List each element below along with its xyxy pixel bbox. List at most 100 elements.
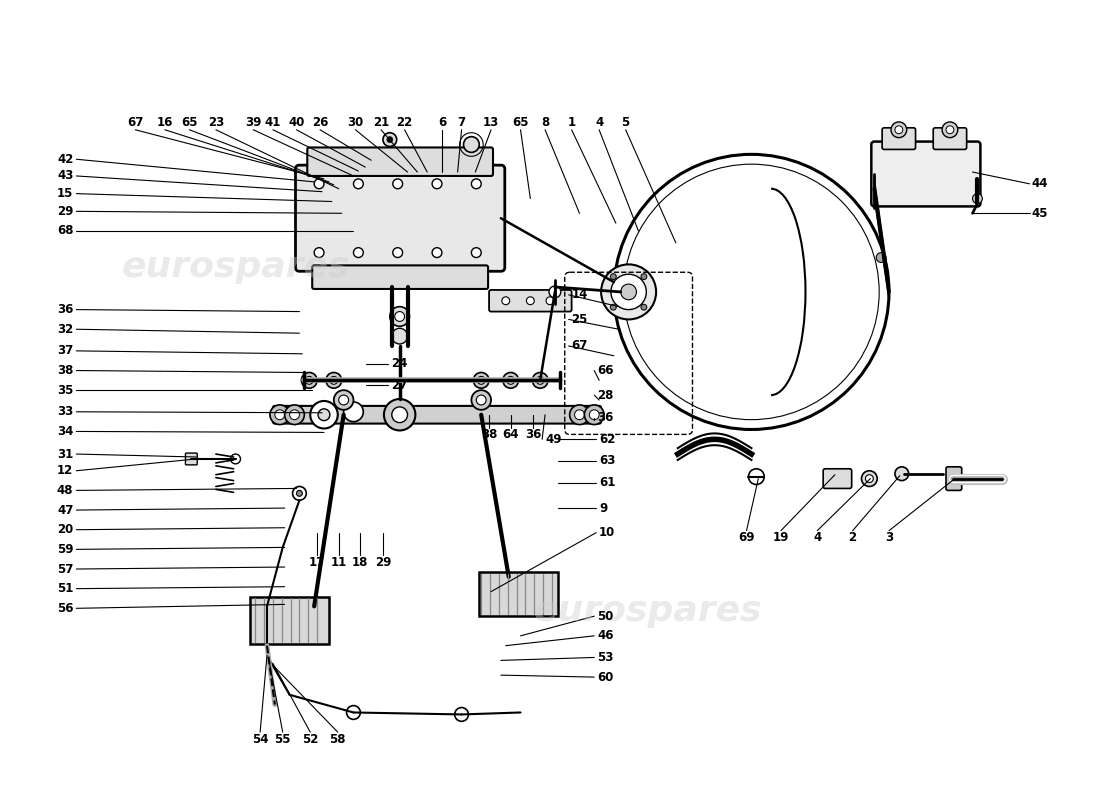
Circle shape	[393, 179, 403, 189]
Circle shape	[476, 395, 486, 405]
Circle shape	[231, 454, 241, 464]
Circle shape	[289, 410, 299, 420]
Text: 42: 42	[57, 153, 74, 166]
Text: 39: 39	[245, 116, 262, 130]
Circle shape	[574, 410, 584, 420]
Text: 53: 53	[597, 651, 614, 664]
Text: 56: 56	[57, 602, 74, 615]
Circle shape	[275, 410, 285, 420]
Text: 5: 5	[621, 116, 630, 130]
Text: 37: 37	[57, 344, 74, 358]
Text: 62: 62	[600, 433, 616, 446]
Text: 14: 14	[572, 288, 588, 302]
Circle shape	[748, 469, 764, 485]
Text: 67: 67	[128, 116, 143, 130]
Circle shape	[330, 377, 338, 384]
Circle shape	[610, 304, 616, 310]
Circle shape	[472, 390, 491, 410]
Text: 55: 55	[275, 733, 292, 746]
Text: 19: 19	[772, 531, 789, 544]
Text: 25: 25	[572, 313, 588, 326]
Polygon shape	[480, 572, 558, 616]
Text: 15: 15	[57, 187, 74, 200]
Text: 29: 29	[375, 556, 392, 569]
Circle shape	[384, 399, 416, 430]
Text: 9: 9	[600, 502, 607, 514]
Text: 21: 21	[373, 116, 389, 130]
Text: 32: 32	[57, 322, 74, 336]
Circle shape	[318, 409, 330, 421]
Text: 46: 46	[597, 630, 614, 642]
Circle shape	[333, 390, 353, 410]
Text: 10: 10	[600, 526, 615, 539]
Circle shape	[473, 373, 490, 388]
Text: 69: 69	[738, 531, 755, 544]
Text: 59: 59	[57, 543, 74, 556]
Text: 49: 49	[546, 433, 562, 446]
Circle shape	[536, 377, 544, 384]
Text: 28: 28	[597, 389, 614, 402]
Text: 31: 31	[57, 447, 74, 461]
Text: 4: 4	[813, 531, 822, 544]
Text: 27: 27	[390, 378, 407, 392]
Text: eurospares: eurospares	[534, 594, 762, 628]
Text: 3: 3	[884, 531, 893, 544]
Text: 16: 16	[156, 116, 173, 130]
Circle shape	[866, 474, 873, 482]
Text: 61: 61	[600, 476, 616, 489]
Text: 48: 48	[57, 484, 74, 497]
Circle shape	[326, 373, 342, 388]
Circle shape	[477, 377, 485, 384]
FancyBboxPatch shape	[312, 266, 488, 289]
FancyBboxPatch shape	[307, 147, 493, 176]
Text: 60: 60	[597, 670, 614, 684]
Text: 35: 35	[57, 384, 74, 397]
FancyBboxPatch shape	[296, 165, 505, 271]
Text: 38: 38	[481, 428, 497, 441]
Circle shape	[610, 274, 616, 279]
Circle shape	[310, 401, 338, 429]
Circle shape	[527, 297, 535, 305]
Text: 6: 6	[438, 116, 446, 130]
Text: 22: 22	[396, 116, 412, 130]
Circle shape	[507, 377, 515, 384]
Circle shape	[614, 154, 889, 430]
FancyBboxPatch shape	[882, 128, 915, 150]
Text: 67: 67	[572, 339, 588, 353]
Text: 2: 2	[848, 531, 857, 544]
Circle shape	[315, 248, 324, 258]
FancyBboxPatch shape	[871, 142, 980, 206]
Text: 12: 12	[57, 464, 74, 478]
Circle shape	[601, 264, 656, 319]
Circle shape	[432, 248, 442, 258]
FancyBboxPatch shape	[273, 406, 601, 423]
Circle shape	[339, 395, 349, 405]
Text: 17: 17	[309, 556, 326, 569]
Text: 64: 64	[503, 428, 519, 441]
Circle shape	[861, 470, 877, 486]
Circle shape	[315, 179, 324, 189]
Circle shape	[387, 137, 393, 142]
Text: eurospares: eurospares	[121, 250, 350, 284]
Circle shape	[346, 706, 361, 719]
Text: 41: 41	[265, 116, 282, 130]
Circle shape	[610, 274, 647, 310]
Circle shape	[472, 179, 481, 189]
Text: 65: 65	[182, 116, 198, 130]
Circle shape	[285, 405, 305, 425]
Circle shape	[454, 707, 469, 722]
Text: 1: 1	[568, 116, 575, 130]
Circle shape	[393, 248, 403, 258]
Text: 45: 45	[1032, 206, 1048, 220]
Circle shape	[395, 311, 405, 322]
Text: 43: 43	[57, 170, 74, 182]
Circle shape	[590, 410, 600, 420]
Text: 65: 65	[513, 116, 529, 130]
FancyBboxPatch shape	[933, 128, 967, 150]
Circle shape	[891, 122, 906, 138]
Text: 7: 7	[458, 116, 465, 130]
Text: 13: 13	[483, 116, 499, 130]
Circle shape	[306, 377, 313, 384]
Text: 4: 4	[595, 116, 603, 130]
Polygon shape	[251, 597, 329, 644]
